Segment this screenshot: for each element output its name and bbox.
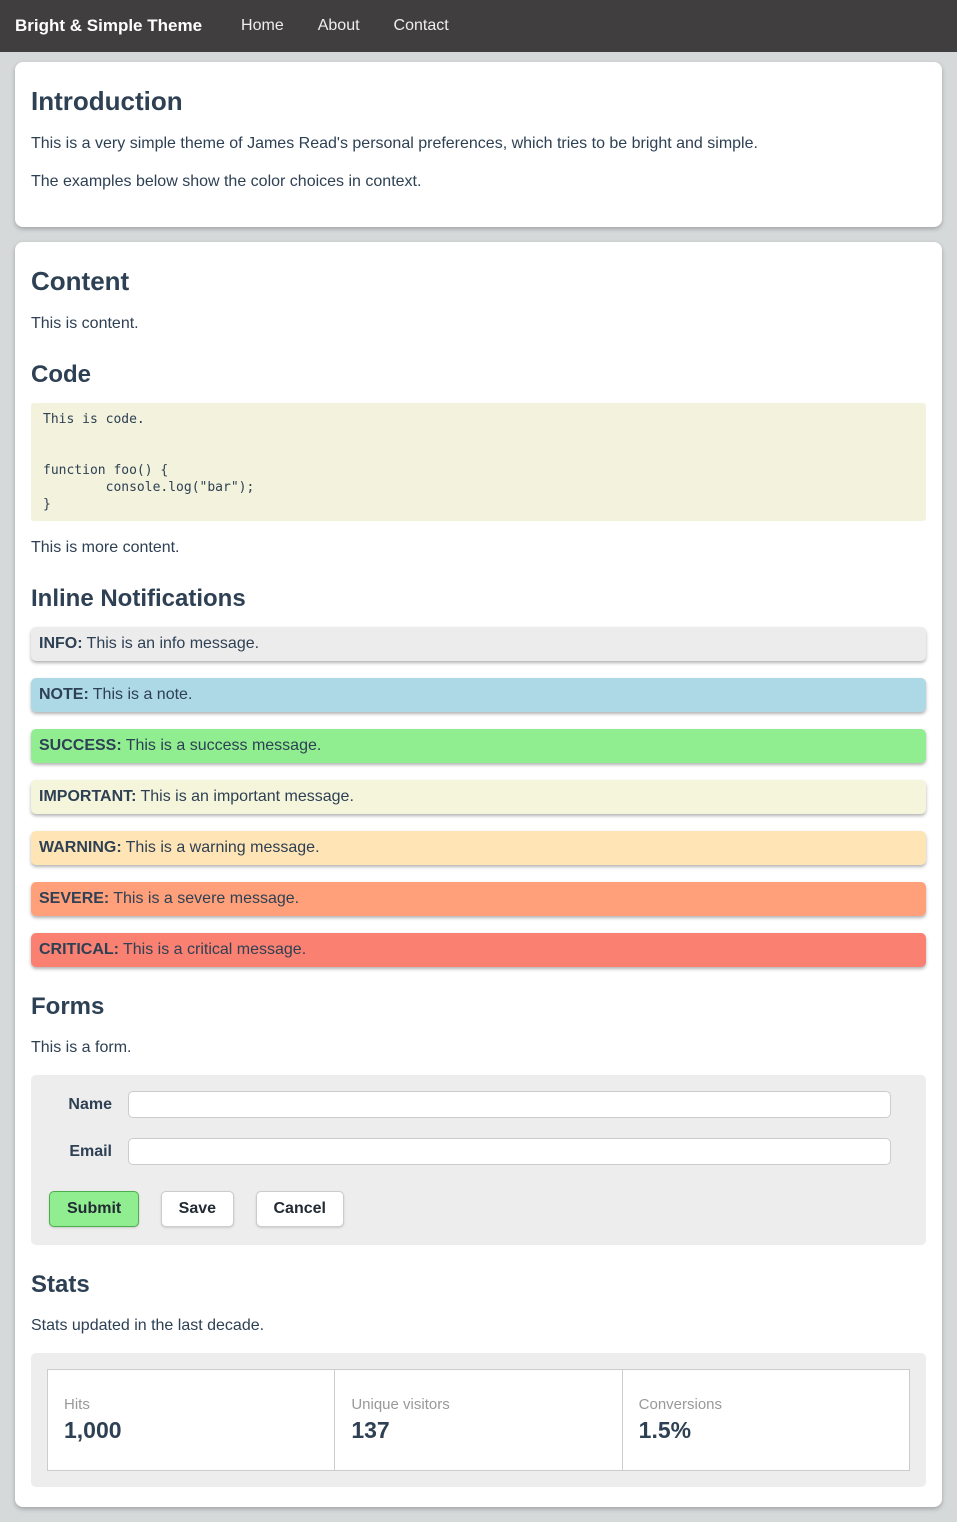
notification-severe: SEVERE: This is a severe message. (31, 882, 926, 916)
inline-notifications-heading: Inline Notifications (31, 585, 246, 612)
notification-critical-message: This is a critical message. (122, 941, 307, 958)
form-row-email: Email (47, 1138, 910, 1165)
forms-paragraph: This is a form. (31, 1039, 132, 1056)
notification-note-label: NOTE: (39, 686, 89, 703)
notification-info: INFO: This is an info message. (31, 627, 926, 661)
stat-cell-hits: Hits 1,000 (48, 1370, 336, 1470)
stat-hits-value: 1,000 (64, 1417, 122, 1443)
nav-link-about[interactable]: About (317, 17, 360, 34)
notification-critical: CRITICAL: This is a critical message. (31, 933, 926, 967)
introduction-heading: Introduction (31, 86, 183, 116)
name-label: Name (68, 1095, 112, 1113)
email-label: Email (69, 1142, 112, 1160)
introduction-paragraph-1: This is a very simple theme of James Rea… (31, 135, 758, 152)
name-field[interactable] (128, 1091, 891, 1118)
notification-success-label: SUCCESS: (39, 737, 122, 754)
submit-button[interactable]: Submit (49, 1191, 140, 1227)
notification-severe-label: SEVERE: (39, 890, 110, 907)
nav-link-home[interactable]: Home (241, 17, 284, 34)
nav-link-contact[interactable]: Contact (393, 17, 449, 34)
notification-severe-message: This is a severe message. (113, 890, 300, 907)
content-card: Content This is content. Code This is co… (15, 242, 942, 1507)
introduction-paragraph-2: The examples below show the color choice… (31, 173, 422, 190)
stat-unique-visitors-label: Unique visitors (351, 1396, 450, 1413)
cancel-button[interactable]: Cancel (255, 1191, 344, 1227)
notification-note-message: This is a note. (92, 686, 193, 703)
notification-important: IMPORTANT: This is an important message. (31, 780, 926, 814)
stat-cell-unique-visitors: Unique visitors 137 (335, 1370, 623, 1470)
save-button[interactable]: Save (160, 1191, 235, 1227)
notification-info-label: INFO: (39, 635, 83, 652)
notification-critical-label: CRITICAL: (39, 941, 119, 958)
stat-conversions-value: 1.5% (638, 1417, 692, 1443)
forms-heading: Forms (31, 993, 105, 1020)
notification-important-label: IMPORTANT: (39, 788, 137, 805)
notification-important-message: This is an important message. (140, 788, 354, 805)
content-paragraph: This is content. (31, 315, 139, 332)
stat-cell-conversions: Conversions 1.5% (623, 1370, 909, 1470)
code-heading: Code (31, 361, 91, 388)
stat-conversions-label: Conversions (638, 1396, 723, 1413)
code-block: This is code. function foo() { console.l… (31, 403, 926, 521)
top-navbar: Bright & Simple Theme Home About Contact (0, 0, 957, 52)
notification-warning-label: WARNING: (39, 839, 122, 856)
more-content-paragraph: This is more content. (31, 539, 180, 556)
notification-warning: WARNING: This is a warning message. (31, 831, 926, 865)
stats-heading: Stats (31, 1271, 90, 1298)
stats-panel: Hits 1,000 Unique visitors 137 Conversio… (31, 1353, 926, 1487)
stat-unique-visitors-value: 137 (351, 1417, 390, 1443)
notification-note: NOTE: This is a note. (31, 678, 926, 712)
notification-info-message: This is an info message. (86, 635, 260, 652)
notification-success-message: This is a success message. (125, 737, 322, 754)
notification-warning-message: This is a warning message. (125, 839, 320, 856)
form-buttons-row: Submit Save Cancel (49, 1191, 910, 1227)
stats-table: Hits 1,000 Unique visitors 137 Conversio… (47, 1369, 910, 1471)
email-field[interactable] (128, 1138, 891, 1165)
stats-paragraph: Stats updated in the last decade. (31, 1317, 265, 1334)
notification-success: SUCCESS: This is a success message. (31, 729, 926, 763)
form-panel: Name Email Submit Save Cancel (31, 1075, 926, 1245)
content-heading: Content (31, 266, 130, 296)
introduction-card: Introduction This is a very simple theme… (15, 62, 942, 227)
site-title: Bright & Simple Theme (15, 16, 203, 35)
form-row-name: Name (47, 1091, 910, 1118)
stat-hits-label: Hits (64, 1396, 90, 1413)
